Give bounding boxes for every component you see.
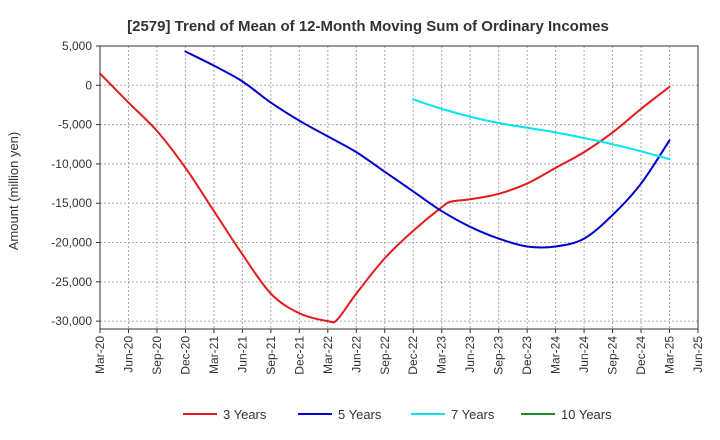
legend-label: 10 Years <box>561 407 612 422</box>
x-tick-label: Jun-20 <box>121 336 135 373</box>
y-axis: 5,000 0 -5,000 -10,000 -15,000 -20,000 -25,000… <box>51 39 100 328</box>
x-tick-label: Mar-21 <box>207 336 221 374</box>
series-lines <box>99 50 671 324</box>
x-tick-label: Mar-25 <box>663 336 677 374</box>
y-tick-label: -30,000 <box>51 314 92 328</box>
y-tick-label: 5,000 <box>62 39 92 53</box>
x-tick-label: Dec-23 <box>520 336 534 375</box>
x-tick-label: Jun-21 <box>235 336 249 373</box>
x-tick-label: Sep-20 <box>150 336 164 375</box>
x-tick-label: Dec-22 <box>406 336 420 375</box>
y-tick-label: -10,000 <box>51 157 92 171</box>
y-tick-label: 0 <box>85 78 92 92</box>
plot-area <box>99 45 699 330</box>
legend: 3 Years 5 Years 7 Years 10 Years <box>183 407 612 422</box>
legend-label: 3 Years <box>223 407 267 422</box>
y-tick-label: -5,000 <box>58 118 92 132</box>
x-tick-label: Jun-25 <box>691 336 705 373</box>
x-tick-label: Jun-22 <box>349 336 363 373</box>
x-tick-label: Mar-20 <box>93 336 107 374</box>
x-tick-label: Jun-24 <box>577 336 591 373</box>
grid <box>99 45 699 329</box>
x-axis: Mar-20 Jun-20 Sep-20 Dec-20 Mar-21 Jun-21 Sep-… <box>93 329 705 375</box>
x-tick-label: Mar-22 <box>321 336 335 374</box>
x-tick-label: Sep-22 <box>378 336 392 375</box>
x-tick-label: Dec-24 <box>634 336 648 375</box>
legend-label: 5 Years <box>338 407 382 422</box>
y-tick-label: -25,000 <box>51 275 92 289</box>
x-tick-label: Dec-21 <box>292 336 306 375</box>
series-line-3-years <box>99 72 671 324</box>
x-tick-label: Dec-20 <box>178 336 192 375</box>
series-line-7-years <box>412 98 671 161</box>
y-tick-label: -15,000 <box>51 196 92 210</box>
series-line-5-years <box>184 50 671 249</box>
x-tick-label: Jun-23 <box>463 336 477 373</box>
x-tick-label: Sep-23 <box>492 336 506 375</box>
legend-label: 7 Years <box>451 407 495 422</box>
y-axis-label: Amount (million yen) <box>6 132 21 251</box>
x-tick-label: Mar-23 <box>435 336 449 374</box>
x-tick-label: Sep-21 <box>264 336 278 375</box>
x-tick-label: Sep-24 <box>606 336 620 375</box>
x-tick-label: Mar-24 <box>549 336 563 374</box>
y-tick-label: -20,000 <box>51 236 92 250</box>
chart-title: [2579] Trend of Mean of 12-Month Moving … <box>127 18 609 35</box>
